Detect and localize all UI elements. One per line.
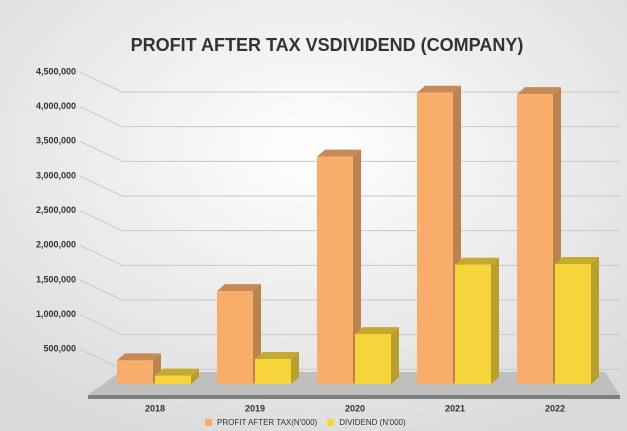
bar-side [291,352,299,384]
bar-top [255,352,299,360]
y-tick-label: 1,000,000 [36,309,76,319]
bar [517,94,553,384]
y-tick-label: 3,500,000 [36,136,76,146]
y-tick-label: 1,500,000 [36,274,76,284]
bar [455,264,491,384]
bar-top [117,353,161,361]
chart-title: PROFIT AFTER TAX VSDIVIDEND (COMPANY) [131,35,524,55]
bar-top [455,257,499,265]
bar-top [417,85,461,93]
x-tick-label: 2018 [145,403,165,413]
bar [255,359,291,384]
bar-side [191,368,199,384]
bar-side [391,327,399,384]
bar-side [353,149,361,384]
y-tick-label: 4,500,000 [36,66,76,76]
bar [117,360,153,384]
bar [355,334,391,384]
floor-edge [88,395,620,399]
legend-label: DIVIDEND (N'000) [339,418,406,427]
x-tick-label: 2020 [345,403,365,413]
bar-top [155,368,199,376]
y-tick-label: 3,000,000 [36,170,76,180]
bar-top [355,327,399,335]
y-tick-label: 4,000,000 [36,101,76,111]
bar-side [591,257,599,384]
bar [217,291,253,384]
y-tick-label: 500,000 [43,344,76,354]
x-tick-label: 2022 [545,403,565,413]
y-tick-label: 2,500,000 [36,205,76,215]
y-tick-label: 2,000,000 [36,240,76,250]
bar-top [555,257,599,265]
bar-top [217,284,261,292]
legend-swatch [205,419,212,426]
x-tick-label: 2019 [245,403,265,413]
legend-swatch [327,419,335,426]
legend-label: PROFIT AFTER TAX(N'000) [217,418,318,427]
bar-top [317,149,361,157]
bar [555,264,591,384]
bar-side [491,257,499,384]
bar [155,375,191,384]
bar [317,156,353,384]
bar [417,92,453,385]
x-tick-label: 2021 [445,403,465,413]
bar-top [517,87,561,95]
